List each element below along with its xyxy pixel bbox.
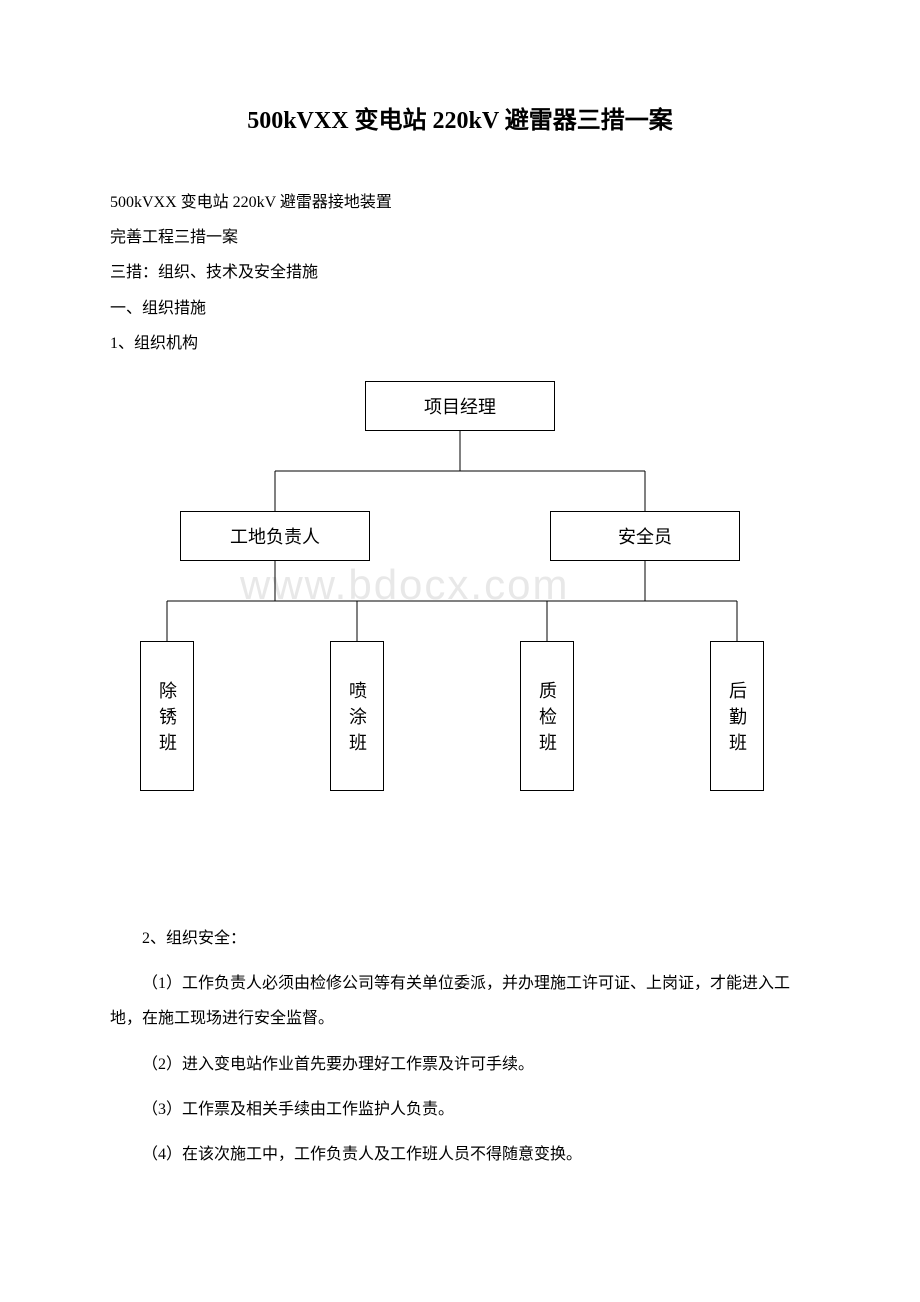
section-2-heading: 2、组织安全： xyxy=(110,921,810,956)
intro-block: 500kVXX 变电站 220kV 避雷器接地装置 完善工程三措一案 三措：组织… xyxy=(110,185,810,361)
section-2: 2、组织安全： （1）工作负责人必须由检修公司等有关单位委派，并办理施工许可证、… xyxy=(110,921,810,1172)
org-node-bot-4: 后勤班 xyxy=(710,641,764,791)
org-chart-lines xyxy=(110,381,810,861)
section-2-p3: （3）工作票及相关手续由工作监护人负责。 xyxy=(110,1092,810,1127)
org-node-bot-3: 质检班 xyxy=(520,641,574,791)
section-2-p2: （2）进入变电站作业首先要办理好工作票及许可手续。 xyxy=(110,1047,810,1082)
section-2-p4: （4）在该次施工中，工作负责人及工作班人员不得随意变换。 xyxy=(110,1137,810,1172)
page-title: 500kVXX 变电站 220kV 避雷器三措一案 xyxy=(110,100,810,135)
section-2-p1: （1）工作负责人必须由检修公司等有关单位委派，并办理施工许可证、上岗证，才能进入… xyxy=(110,966,810,1036)
org-node-bot-1: 除锈班 xyxy=(140,641,194,791)
intro-line-5: 1、组织机构 xyxy=(110,326,810,361)
intro-line-3: 三措：组织、技术及安全措施 xyxy=(110,255,810,290)
intro-line-2: 完善工程三措一案 xyxy=(110,220,810,255)
intro-line-4: 一、组织措施 xyxy=(110,291,810,326)
org-node-top: 项目经理 xyxy=(365,381,555,431)
org-node-mid-left: 工地负责人 xyxy=(180,511,370,561)
intro-line-1: 500kVXX 变电站 220kV 避雷器接地装置 xyxy=(110,185,810,220)
org-chart: www.bdocx.com 项目经理 工地负责人 安全员 除锈班 喷涂班 质检班… xyxy=(110,381,810,861)
org-node-mid-right: 安全员 xyxy=(550,511,740,561)
org-node-bot-2: 喷涂班 xyxy=(330,641,384,791)
